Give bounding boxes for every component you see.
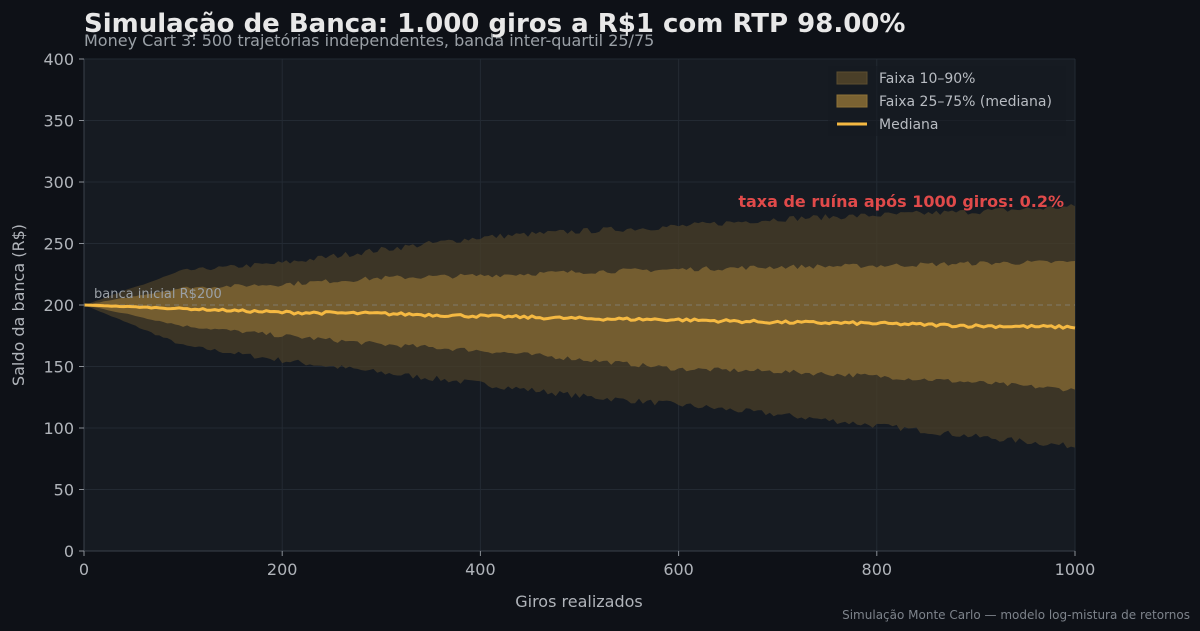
ruin-rate-annotation: taxa de ruína após 1000 giros: 0.2% (738, 192, 1064, 211)
chart-title: Simulação de Banca: 1.000 giros a R$1 co… (84, 9, 905, 39)
y-tick-label: 250 (43, 235, 74, 254)
legend-label-inner-band: Faixa 25–75% (mediana) (879, 94, 1052, 110)
legend-swatch-inner-band (836, 94, 868, 108)
reference-line-label: banca inicial R$200 (94, 287, 222, 302)
y-axis-label: Saldo da banca (R$) (9, 224, 28, 386)
y-tick-label: 350 (43, 112, 74, 131)
x-tick-label: 400 (465, 560, 496, 579)
x-tick-label: 200 (267, 560, 298, 579)
legend-label-median: Mediana (879, 117, 939, 133)
chart-subtitle: Money Cart 3: 500 trajetórias independen… (84, 31, 654, 50)
bands (84, 204, 1075, 449)
reference-line-group: banca inicial R$200 (84, 287, 1075, 306)
x-axis-label: Giros realizados (515, 592, 643, 611)
x-tick-label: 1000 (1055, 560, 1096, 579)
axes: 0 200 400 600 800 1000 0 50 100 150 200 250 300 350 40… (43, 50, 1095, 579)
legend-label-outer-band: Faixa 10–90% (879, 71, 975, 87)
median-line (83, 303, 1076, 330)
y-tick-label: 150 (43, 358, 74, 377)
y-tick-label: 50 (54, 481, 74, 500)
legend-swatch-outer-band (836, 71, 868, 85)
band-25-75 (84, 260, 1075, 392)
y-tick-label: 0 (64, 542, 74, 561)
y-tick-label: 100 (43, 419, 74, 438)
legend-box (828, 66, 1066, 136)
x-tick-label: 800 (862, 560, 893, 579)
median-group (83, 303, 1076, 330)
legend: Faixa 10–90% Faixa 25–75% (mediana) Medi… (828, 66, 1066, 136)
x-tick-label: 0 (79, 560, 89, 579)
y-tick-label: 300 (43, 173, 74, 192)
x-tick-label: 600 (663, 560, 694, 579)
y-tick-label: 400 (43, 50, 74, 69)
footer-note: Simulação Monte Carlo — modelo log-mistu… (842, 608, 1190, 622)
y-tick-label: 200 (43, 296, 74, 315)
